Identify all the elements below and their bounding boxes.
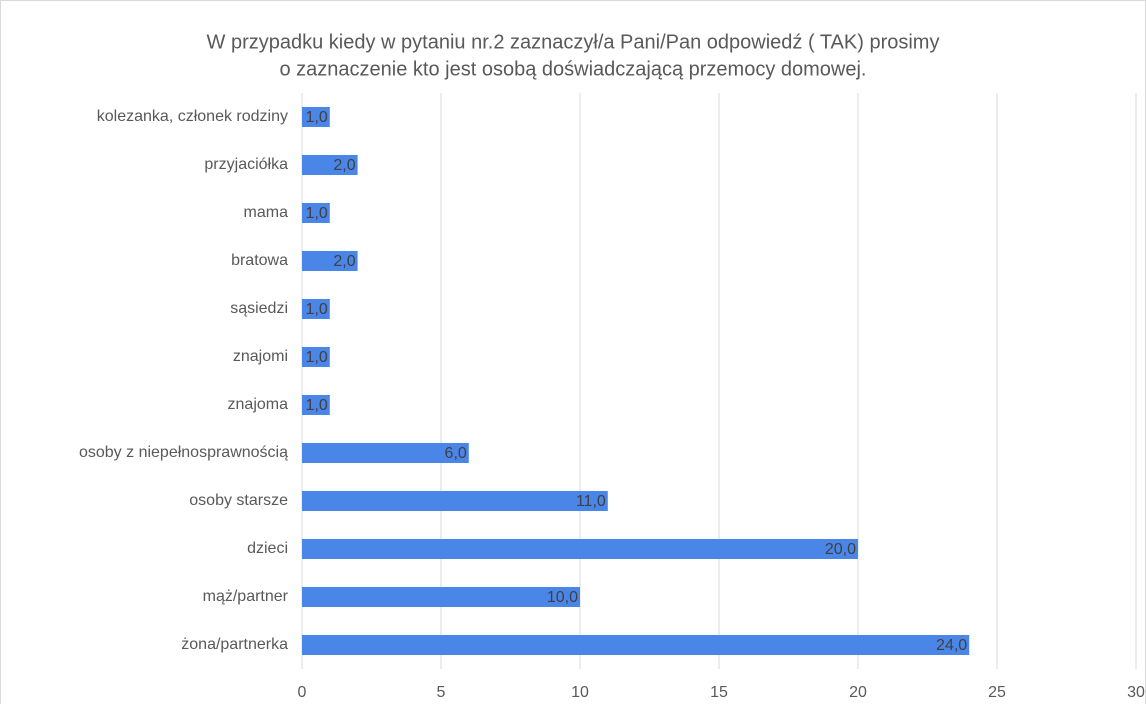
- y-tick-label: sąsiedzi: [230, 300, 288, 317]
- bar: [302, 107, 330, 127]
- y-tick-label: osoby starsze: [189, 492, 288, 509]
- x-tick-label: 20: [849, 684, 867, 701]
- value-label: 2,0: [333, 157, 355, 174]
- bar: [302, 443, 469, 463]
- x-tick-label: 5: [437, 684, 446, 701]
- bar: [302, 635, 970, 655]
- y-tick-label: przyjaciółka: [204, 156, 288, 173]
- y-tick-label: znajomi: [233, 348, 288, 365]
- y-tick-label: mąż/partner: [203, 588, 289, 605]
- chart-title: W przypadku kiedy w pytaniu nr.2 zaznacz…: [207, 31, 940, 53]
- value-label: 1,0: [306, 349, 328, 366]
- value-label: 20,0: [825, 541, 856, 558]
- x-tick-label: 15: [710, 684, 728, 701]
- y-tick-label: znajoma: [228, 396, 289, 413]
- x-tick-label: 10: [571, 684, 589, 701]
- value-label: 2,0: [333, 253, 355, 270]
- bar: [302, 491, 608, 511]
- y-tick-label: dzieci: [247, 540, 288, 557]
- bar: [302, 587, 580, 607]
- value-label: 1,0: [306, 301, 328, 318]
- value-label: 1,0: [306, 397, 328, 414]
- bar: [302, 251, 358, 271]
- value-label: 6,0: [445, 445, 467, 462]
- x-tick-label: 30: [1127, 684, 1145, 701]
- chart-title: o zaznaczenie kto jest osobą doświadczaj…: [280, 58, 867, 80]
- bar: [302, 347, 330, 367]
- y-tick-label: mama: [244, 204, 289, 221]
- value-label: 24,0: [936, 637, 967, 654]
- y-tick-label: żona/partnerka: [181, 636, 288, 653]
- x-tick-label: 0: [298, 684, 307, 701]
- bar: [302, 539, 858, 559]
- x-tick-label: 25: [988, 684, 1006, 701]
- value-label: 11,0: [576, 493, 606, 510]
- bar: [302, 299, 330, 319]
- value-label: 1,0: [306, 205, 328, 222]
- value-label: 1,0: [306, 109, 328, 126]
- y-tick-label: kolezanka, członek rodziny: [97, 108, 288, 125]
- value-label: 10,0: [547, 589, 578, 606]
- bar: [302, 155, 358, 175]
- y-tick-label: osoby z niepełnosprawnością: [79, 444, 288, 461]
- bar: [302, 395, 330, 415]
- y-tick-label: bratowa: [231, 252, 288, 269]
- bar: [302, 203, 330, 223]
